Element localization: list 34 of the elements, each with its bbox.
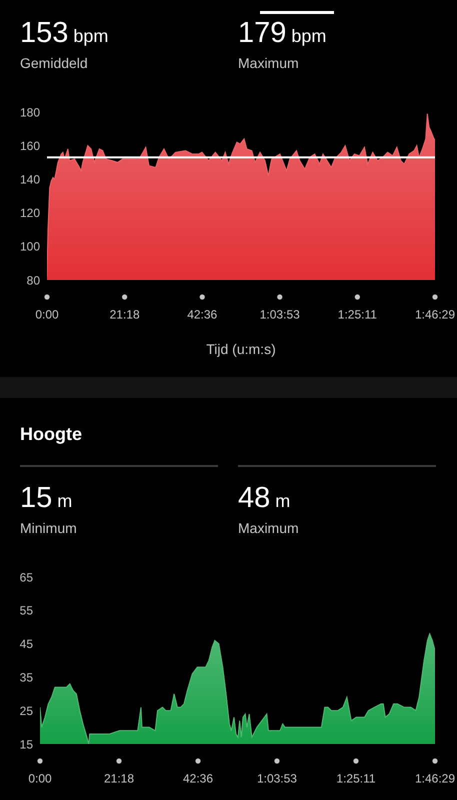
y-tick-label: 140 [20,172,40,186]
x-axis-title: Tijd (u:m:s) [206,341,276,357]
y-tick-label: 35 [20,670,34,684]
y-tick-label: 180 [20,105,40,120]
y-tick-label: 160 [20,138,40,153]
text: 153 bpm [20,16,108,49]
x-tick-label: 42:36 [187,308,218,322]
text: Maximum [238,520,299,536]
x-tick-label: 21:18 [110,308,140,322]
x-tick-label: 21:18 [104,772,134,786]
chart-title: Hoogte [20,424,82,444]
x-tick-label: 1:46:29 [414,308,456,322]
x-tick-label: 0:00 [35,308,59,322]
text: Minimum [20,520,77,536]
text: Gemiddeld [20,55,88,72]
x-tick-label: 1:46:29 [414,772,456,786]
x-tick-label: 1:03:53 [260,308,300,322]
y-tick-label: 80 [26,273,40,288]
x-tick-label: 1:25:11 [336,772,376,786]
x-tick-label: 0:00 [28,772,52,786]
x-tick-label: 1:03:53 [256,772,298,786]
text: 48 m [238,482,290,514]
y-tick-label: 15 [20,737,34,752]
x-tick-label: 1:25:11 [338,308,378,322]
text: 179 bpm [238,16,326,49]
y-tick-label: 25 [20,704,34,718]
x-tick-label: 42:36 [183,772,214,786]
text: 15 m [20,482,72,514]
y-tick-label: 45 [20,637,34,652]
text: Maximum [238,55,299,72]
y-tick-label: 55 [20,604,34,618]
y-tick-label: 100 [20,240,40,254]
y-tick-label: 120 [20,206,40,220]
y-tick-label: 65 [20,570,34,584]
